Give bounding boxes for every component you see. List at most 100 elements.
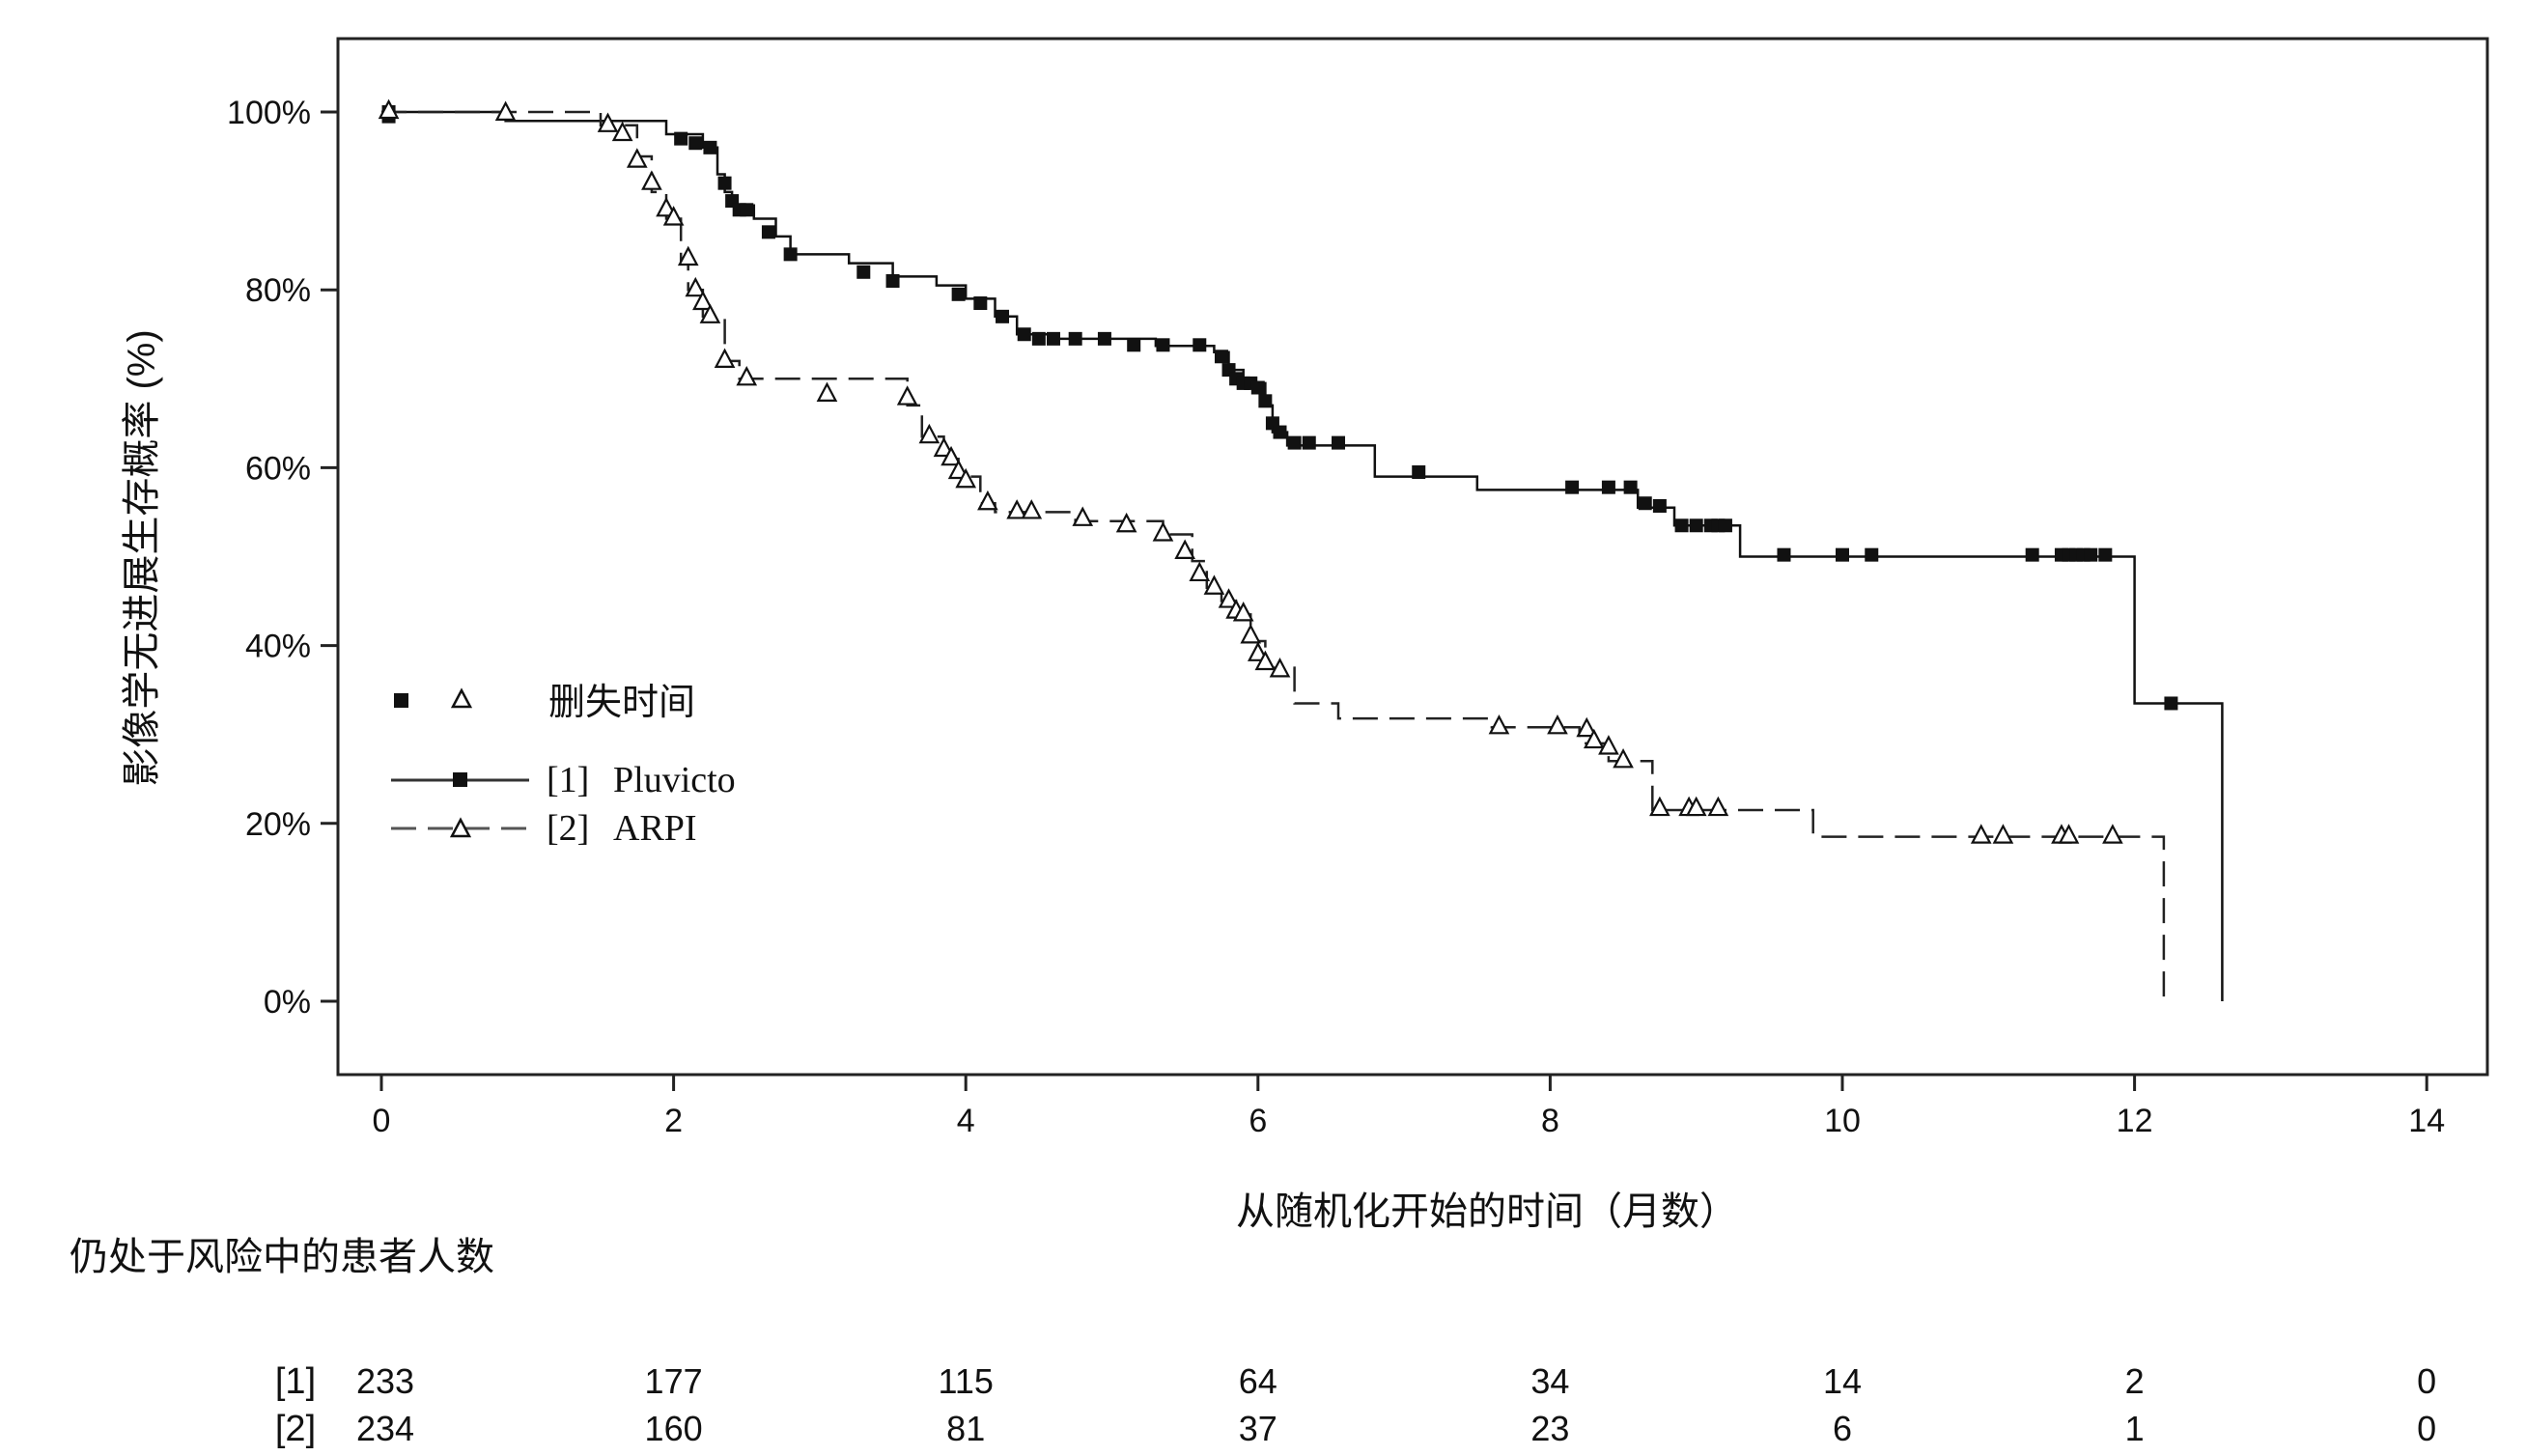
censor-mark-series-1: [1156, 338, 1170, 352]
censor-mark-series-2: [1613, 747, 1634, 769]
censor-mark-series-2: [977, 490, 998, 511]
censor-mark-series-2: [2058, 824, 2080, 844]
risk-table-title: 仍处于风险中的患者人数: [70, 1236, 494, 1278]
risk-value: 37: [1239, 1409, 1277, 1448]
censor-mark-series-2: [918, 423, 940, 444]
y-tick-label: 0%: [264, 984, 311, 1021]
legend-censor-triangle-icon: [450, 687, 473, 709]
censor-mark-series-2: [611, 121, 633, 142]
censor-mark-series-2: [1203, 574, 1225, 595]
y-tick-label: 60%: [245, 450, 311, 487]
axes: 0 2 4 6 8 10 12 14 0% 20% 40% 60% 80% 100%: [227, 95, 2445, 1139]
censor-mark-series-1: [1865, 547, 1879, 562]
risk-value: 0: [2417, 1361, 2436, 1401]
censor-mark-series-1: [1777, 547, 1791, 562]
censor-mark-series-1: [1127, 338, 1141, 352]
censor-mark-series-2: [1072, 506, 1094, 526]
x-tick-label: 4: [957, 1103, 975, 1139]
censor-mark-series-2: [955, 467, 977, 489]
censor-mark-series-1: [1250, 380, 1265, 395]
censor-mark-series-2: [1189, 561, 1211, 582]
risk-value: 115: [938, 1361, 993, 1401]
censor-mark-series-1: [973, 296, 988, 311]
censor-mark-series-1: [1601, 480, 1615, 494]
censor-mark-series-2: [2102, 824, 2123, 844]
legend: 删失时间 [1] Pluvicto [2] ARPI: [391, 683, 736, 849]
risk-value: 6: [1833, 1409, 1852, 1448]
censor-mark-series-1: [1031, 331, 1046, 346]
risk-table: [1] 233 177 115 64 34 14 2 0 [2] 234 160 81 37 23 6 1 0: [275, 1361, 2436, 1449]
censor-mark-series-1: [1017, 327, 1031, 342]
censor-mark-series-1: [996, 309, 1010, 323]
censor-mark-series-2: [1707, 796, 1729, 817]
censor-mark-series-2: [494, 100, 517, 121]
censor-mark-series-2: [896, 385, 918, 406]
censor-mark-series-1: [1674, 518, 1689, 533]
legend-series-1-name: Pluvicto: [613, 760, 736, 800]
x-tick-label: 12: [2117, 1103, 2153, 1139]
x-tick-label: 6: [1249, 1103, 1267, 1139]
censor-mark-series-2: [714, 348, 736, 368]
censor-mark-series-1: [1273, 425, 1287, 439]
censor-mark-series-1: [1565, 480, 1580, 494]
censor-mark-series-1: [1718, 518, 1732, 533]
legend-censor-square-icon: [394, 693, 408, 708]
risk-value: 234: [356, 1409, 414, 1448]
risk-value: 0: [2417, 1409, 2436, 1448]
censor-mark-series-1: [1214, 350, 1228, 364]
censor-mark-series-2: [1583, 728, 1605, 749]
censor-mark-series-1: [1302, 435, 1316, 450]
censor-mark-series-2: [685, 276, 707, 297]
x-axis-title: 从随机化开始的时间（月数）: [1236, 1190, 1738, 1233]
legend-series-2-triangle-icon: [449, 817, 472, 838]
risk-value: 81: [946, 1409, 985, 1448]
y-tick-label: 20%: [245, 806, 311, 843]
censor-mark-series-2: [1240, 624, 1262, 644]
censor-mark-series-1: [740, 203, 754, 217]
censor-marks: [378, 98, 2178, 844]
x-tick-label: 0: [373, 1103, 391, 1139]
risk-value: 14: [1823, 1361, 1862, 1401]
censor-mark-series-2: [378, 98, 400, 120]
censor-mark-series-2: [1970, 824, 1992, 844]
censor-mark-series-2: [1547, 714, 1568, 735]
x-tick-label: 10: [1824, 1103, 1861, 1139]
censor-mark-series-2: [1232, 602, 1254, 622]
risk-value: 177: [645, 1361, 703, 1401]
censor-mark-series-2: [1006, 499, 1027, 519]
censor-mark-series-1: [1258, 394, 1273, 408]
censor-mark-series-1: [1623, 480, 1638, 494]
censor-mark-series-1: [2025, 547, 2039, 562]
censor-mark-series-1: [761, 225, 775, 239]
censor-mark-series-2: [1152, 521, 1174, 542]
censor-mark-series-2: [626, 148, 648, 168]
censor-mark-series-1: [1412, 465, 1426, 480]
censor-mark-series-1: [1689, 518, 1703, 533]
censor-mark-series-2: [1115, 512, 1137, 533]
censor-mark-series-1: [885, 273, 900, 288]
risk-row-label: [2]: [275, 1409, 316, 1449]
censor-mark-series-1: [1193, 338, 1207, 352]
censor-mark-series-2: [1576, 716, 1598, 738]
censor-mark-series-2: [940, 445, 962, 466]
censor-mark-series-1: [1638, 496, 1652, 511]
x-tick-label: 14: [2408, 1103, 2445, 1139]
censor-mark-series-1: [674, 131, 688, 146]
censor-mark-series-2: [677, 245, 699, 266]
censor-mark-series-1: [1287, 435, 1302, 450]
censor-mark-series-2: [699, 303, 721, 323]
censor-mark-series-2: [816, 381, 838, 402]
legend-series-2-id: [2]: [547, 808, 589, 849]
censor-mark-series-2: [1021, 499, 1043, 519]
legend-series-2-name: ARPI: [613, 808, 697, 849]
censor-mark-series-1: [717, 176, 732, 190]
censor-mark-series-1: [2164, 696, 2178, 711]
censor-mark-series-1: [1046, 331, 1060, 346]
censor-mark-series-1: [2098, 547, 2113, 562]
censor-mark-series-1: [688, 136, 703, 151]
series-lines: [381, 110, 2224, 1001]
y-tick-label: 40%: [245, 629, 311, 665]
x-tick-label: 8: [1541, 1103, 1559, 1139]
censor-mark-series-1: [856, 265, 871, 279]
